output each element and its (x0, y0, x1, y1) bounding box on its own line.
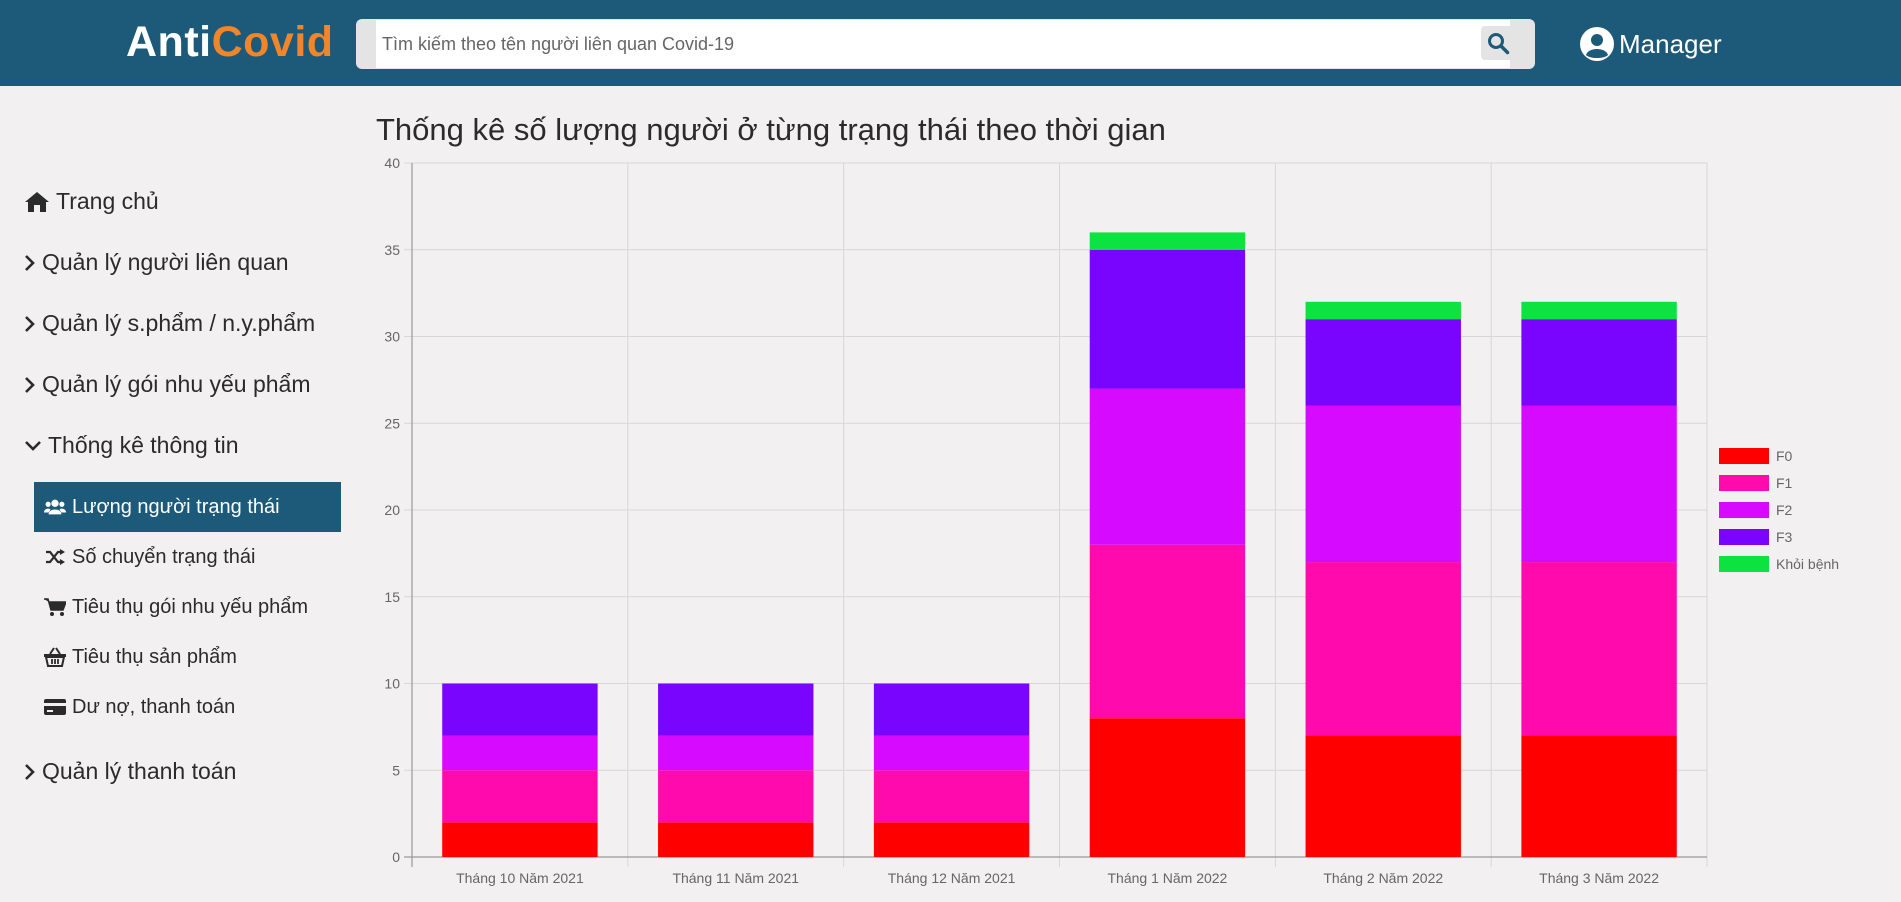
credit-card-icon (44, 698, 66, 716)
bar-segment (658, 822, 814, 857)
sidebar-item-label: Thống kê thông tin (48, 432, 239, 458)
y-tick-label: 0 (392, 849, 400, 865)
sidebar-item-label: Quản lý thanh toán (42, 758, 237, 784)
bar-segment (1305, 562, 1461, 736)
bar-segment (873, 683, 1030, 736)
sidebar-item-label: Quản lý người liên quan (42, 249, 289, 275)
bar-segment (1089, 388, 1246, 545)
bar-segment (1089, 718, 1246, 857)
sidebar-item-payment-management[interactable]: Quản lý thanh toán (24, 758, 236, 785)
bar-segment (1089, 544, 1246, 719)
legend-swatch (1719, 529, 1769, 545)
chevron-right-icon (24, 376, 36, 394)
bar-segment (1089, 249, 1246, 389)
bar-segment (1521, 562, 1677, 736)
legend-swatch (1719, 556, 1769, 572)
bar-segment (873, 822, 1030, 857)
chevron-right-icon (24, 254, 36, 272)
y-tick-label: 35 (384, 242, 400, 258)
x-tick-label: Tháng 3 Năm 2022 (1539, 870, 1659, 886)
sidebar-item-packages[interactable]: Quản lý gói nhu yếu phẩm (24, 371, 311, 398)
chevron-down-icon (24, 440, 42, 452)
y-tick-label: 20 (384, 502, 400, 518)
bar-segment (1521, 301, 1677, 320)
sidebar-subitem-label: Tiêu thụ sản phẩm (72, 645, 237, 668)
sidebar-item-label: Quản lý s.phẩm / n.y.phẩm (42, 310, 316, 336)
bar-segment (1305, 735, 1461, 857)
top-header: AntiCovid Manager (0, 0, 1901, 86)
bar-segment (873, 735, 1030, 771)
bar-segment (442, 822, 598, 857)
x-tick-label: Tháng 1 Năm 2022 (1107, 870, 1227, 886)
bar-segment (873, 770, 1030, 823)
bar-segment (442, 770, 598, 823)
search-input[interactable] (376, 20, 1510, 68)
sidebar-subitem-product-consumption[interactable]: Tiêu thụ sản phẩm (34, 632, 341, 682)
bar-segment (1305, 319, 1461, 406)
stacked-bar-chart: 0 5 10 15 20 25 30 35 40 Tháng 10 Năm 2021 Tháng 1… (384, 155, 1839, 886)
bar-segment (442, 735, 598, 771)
bar-segment (658, 683, 814, 736)
legend-swatch (1719, 475, 1769, 491)
user-name: Manager (1619, 28, 1722, 59)
legend-label: F3 (1776, 529, 1793, 545)
x-tick-label: Tháng 2 Năm 2022 (1323, 870, 1443, 886)
sidebar-item-label: Quản lý gói nhu yếu phẩm (42, 371, 311, 397)
x-tick-label: Tháng 11 Năm 2021 (672, 870, 799, 886)
x-tick-label: Tháng 12 Năm 2021 (888, 870, 1016, 886)
bar-segment (442, 683, 598, 736)
sidebar-subitem-status-count[interactable]: Lượng người trạng thái (34, 482, 341, 532)
y-tick-label: 15 (384, 589, 400, 605)
sidebar-subitem-status-transfer[interactable]: Số chuyển trạng thái (34, 532, 341, 582)
sidebar-subitem-debt-payment[interactable]: Dư nợ, thanh toán (34, 682, 341, 732)
search-bar (356, 19, 1535, 69)
search-icon (1488, 33, 1510, 55)
bar-segment (658, 735, 814, 771)
chart-title: Thống kê số lượng người ở từng trạng thá… (376, 112, 1166, 147)
y-tick-label: 30 (384, 329, 400, 345)
bar-segment (1305, 405, 1461, 563)
y-tick-label: 40 (384, 155, 400, 171)
sidebar-subitem-label: Số chuyển trạng thái (72, 545, 256, 568)
users-icon (44, 498, 66, 516)
sidebar-item-statistics[interactable]: Thống kê thông tin (24, 432, 239, 459)
sidebar-item-home[interactable]: Trang chủ (24, 188, 159, 215)
app-logo[interactable]: AntiCovid (126, 18, 334, 67)
bar-segment (1521, 405, 1677, 563)
y-tick-label: 10 (384, 676, 400, 692)
chevron-right-icon (24, 315, 36, 333)
sidebar-item-related-people[interactable]: Quản lý người liên quan (24, 249, 289, 276)
legend-label: Khỏi bệnh (1776, 556, 1839, 572)
search-button[interactable] (1481, 26, 1515, 60)
basket-icon (44, 647, 66, 667)
legend-label: F0 (1776, 448, 1793, 464)
y-tick-label: 5 (392, 762, 400, 778)
bar-segment (1089, 232, 1246, 250)
cart-icon (44, 597, 66, 617)
legend-label: F1 (1776, 475, 1793, 491)
home-icon (24, 191, 50, 213)
logo-text-anti: Anti (126, 18, 212, 66)
sidebar: Trang chủ Quản lý người liên quan Quản l… (0, 86, 345, 902)
bar-segment (1521, 319, 1677, 406)
bar-segment (1305, 301, 1461, 320)
chevron-right-icon (24, 763, 36, 781)
sidebar-subitem-label: Tiêu thụ gói nhu yếu phẩm (72, 595, 309, 618)
bar-segment (658, 770, 814, 823)
x-tick-label: Tháng 10 Năm 2021 (456, 870, 584, 886)
bar-segment (1521, 735, 1677, 857)
sidebar-item-label: Trang chủ (56, 188, 159, 214)
user-menu[interactable]: Manager (1579, 26, 1722, 62)
legend-label: F2 (1776, 502, 1793, 518)
sidebar-subitem-label: Dư nợ, thanh toán (72, 695, 236, 718)
legend-swatch (1719, 502, 1769, 518)
sidebar-subitem-package-consumption[interactable]: Tiêu thụ gói nhu yếu phẩm (34, 582, 341, 632)
sidebar-subitem-label: Lượng người trạng thái (72, 495, 280, 518)
legend-swatch (1719, 448, 1769, 464)
user-avatar-icon (1580, 27, 1614, 61)
sidebar-item-products[interactable]: Quản lý s.phẩm / n.y.phẩm (24, 310, 315, 337)
y-tick-label: 25 (384, 415, 400, 431)
shuffle-icon (44, 548, 66, 566)
logo-text-covid: Covid (211, 18, 334, 66)
